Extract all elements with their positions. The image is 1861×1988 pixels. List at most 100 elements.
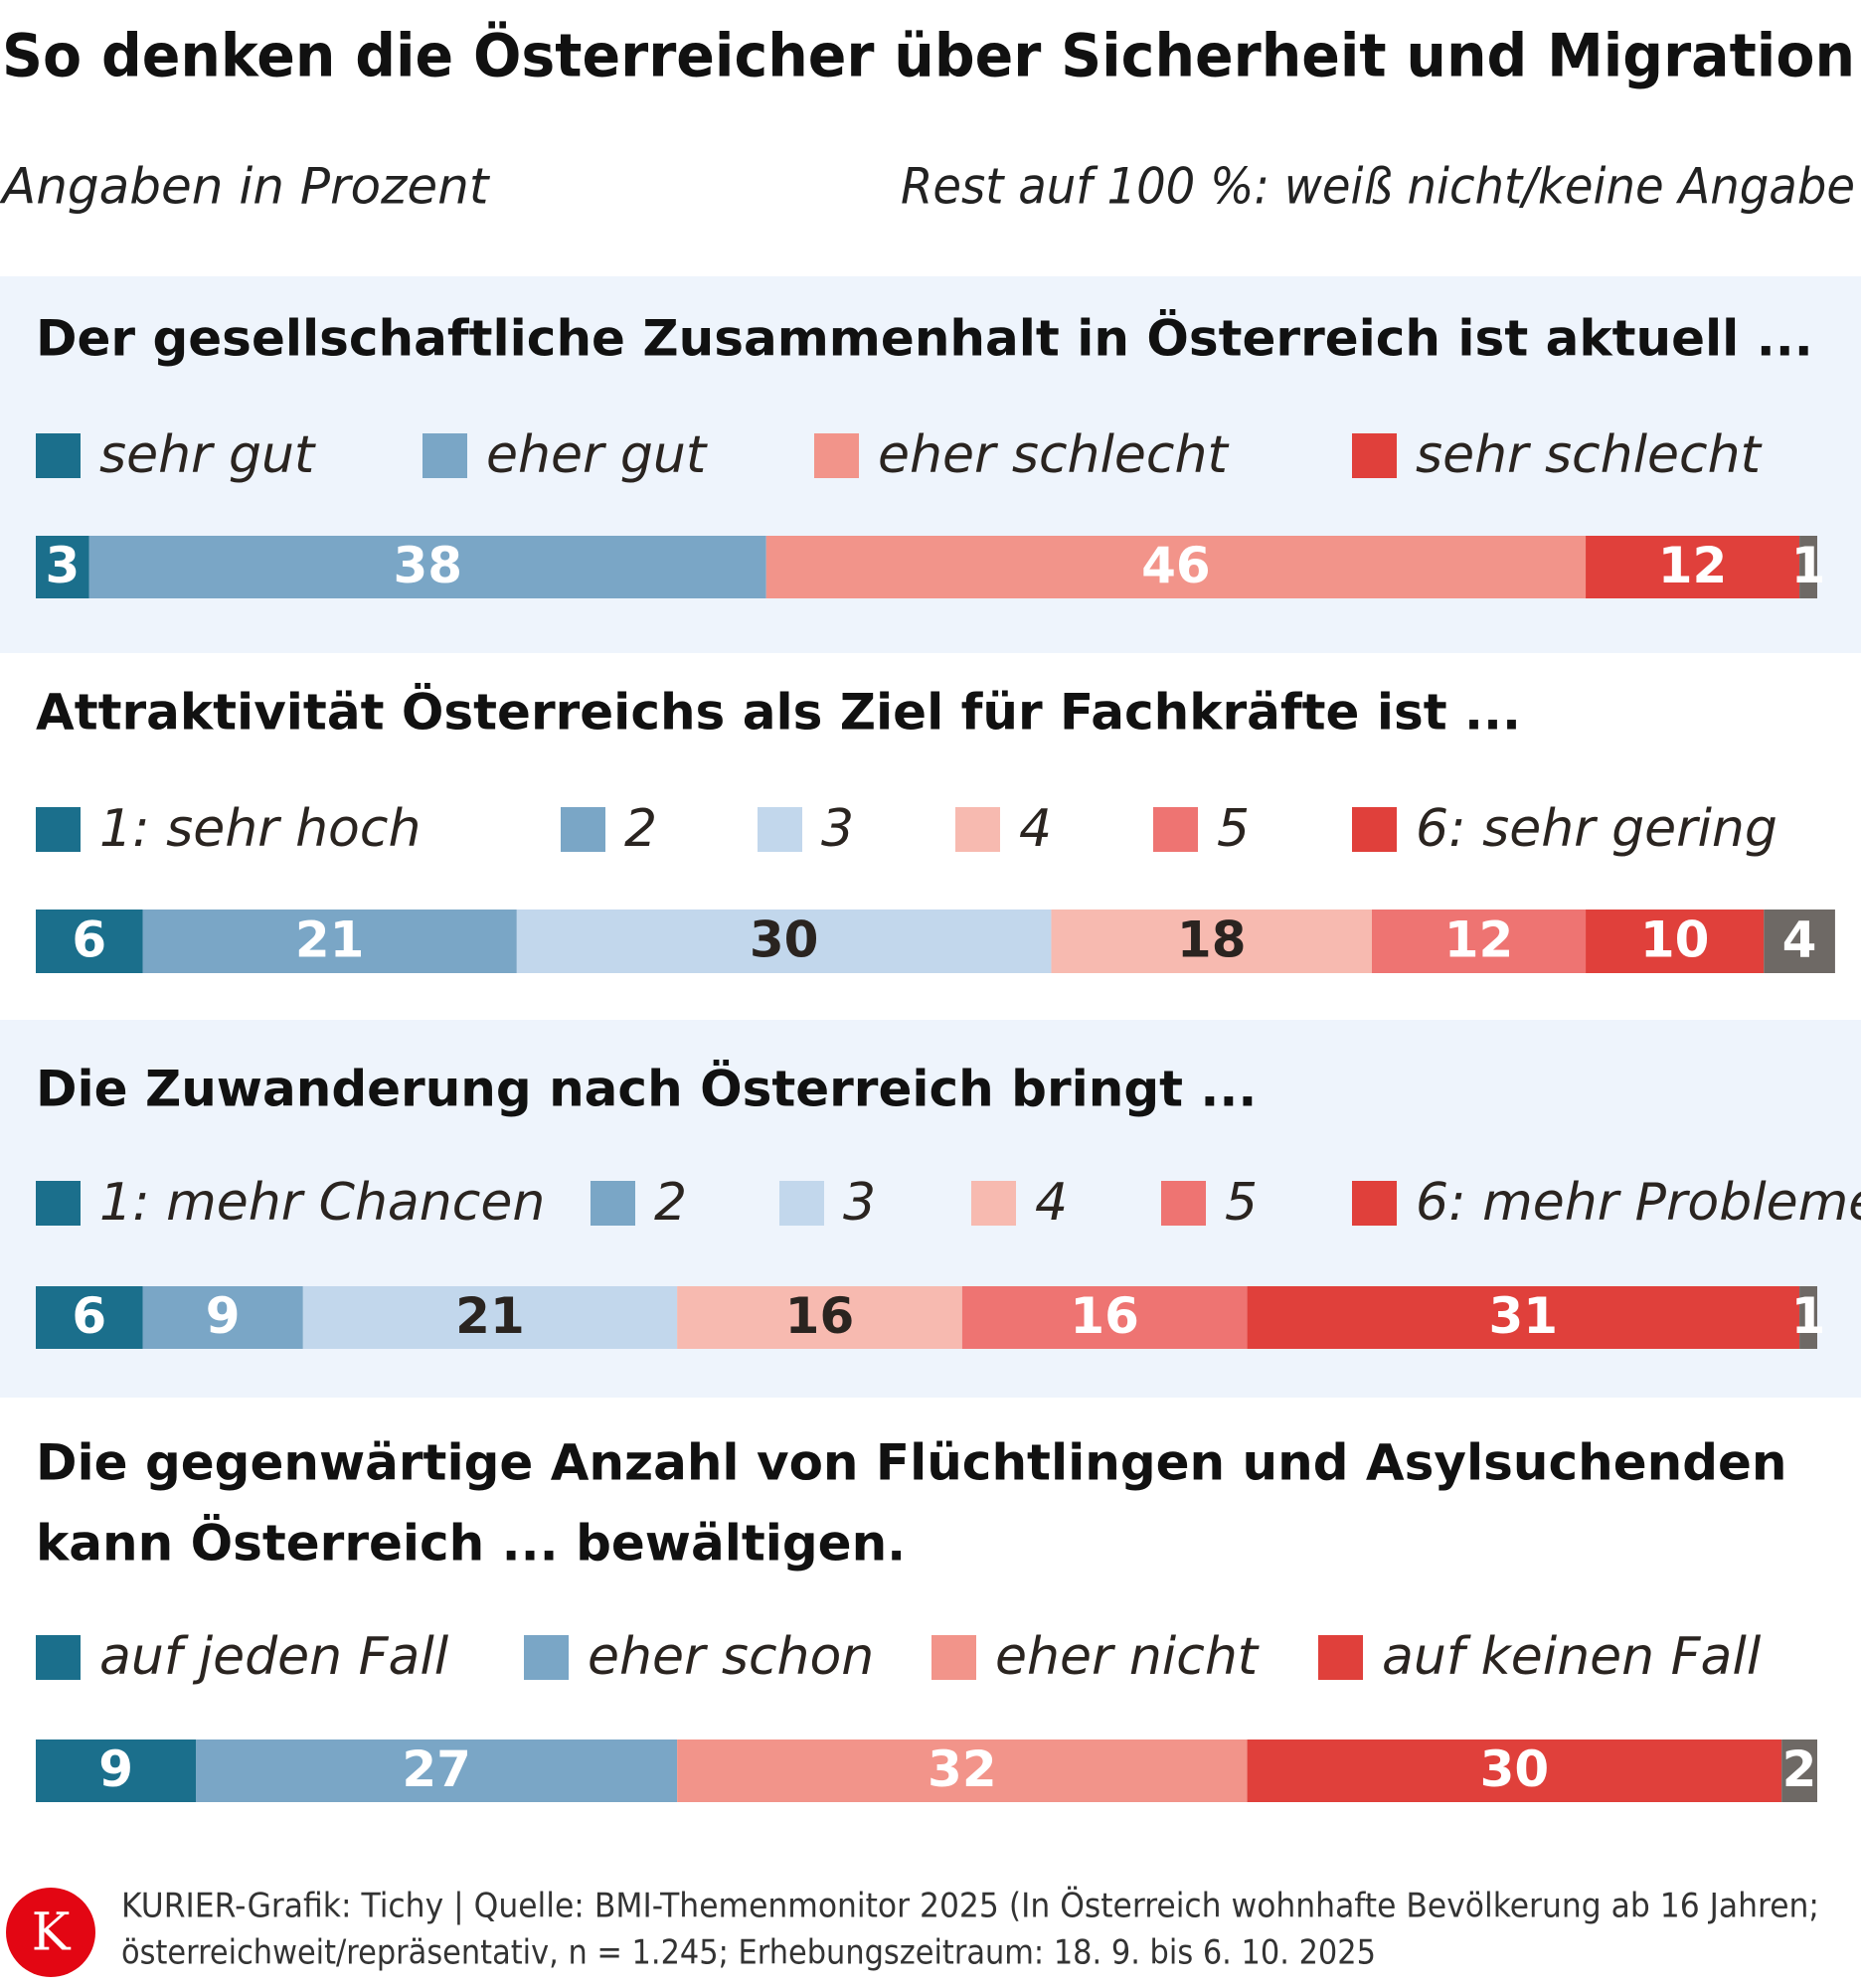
value-label: 12 xyxy=(1658,537,1728,594)
legend-label: 6: mehr Probleme xyxy=(1416,1173,1861,1233)
legend-label: 6: sehr gering xyxy=(1416,799,1777,859)
legend-swatch xyxy=(931,1635,976,1680)
legend-swatch xyxy=(1161,1181,1206,1226)
legend-label: eher schon xyxy=(588,1627,874,1687)
legend-swatch xyxy=(814,433,859,478)
legend-swatch xyxy=(1318,1635,1363,1680)
legend-swatch xyxy=(591,1181,635,1226)
logo xyxy=(6,1888,95,1977)
subtitle: Angaben in Prozent xyxy=(0,158,491,216)
legend-label: 2 xyxy=(654,1173,687,1233)
value-label: 9 xyxy=(98,1740,133,1798)
bar-segment xyxy=(1799,536,1817,598)
bar-segment xyxy=(302,1286,678,1349)
legend-label: 5 xyxy=(1217,799,1250,859)
value-label: 21 xyxy=(295,911,365,969)
source: KURIER-Grafik: Tichy | Quelle: BMI-Theme… xyxy=(121,1886,1819,1926)
legend-swatch xyxy=(561,807,605,852)
legend-swatch xyxy=(779,1181,824,1226)
value-label: 9 xyxy=(206,1287,241,1345)
legend-swatch xyxy=(1352,1181,1397,1226)
question: Die gegenwärtige Anzahl von Flüchtlingen… xyxy=(36,1434,1787,1492)
bar-segment xyxy=(36,910,143,973)
bar-segment xyxy=(677,1286,962,1349)
bar-segment xyxy=(36,536,89,598)
value-label: 18 xyxy=(1177,911,1247,969)
legend-swatch xyxy=(36,1635,81,1680)
bar-segment xyxy=(36,1740,197,1802)
bar-segment xyxy=(677,1740,1248,1802)
legend-label: eher gut xyxy=(486,425,708,485)
value-label: 6 xyxy=(72,911,106,969)
legend-label: 4 xyxy=(1019,799,1052,859)
value-label: 32 xyxy=(928,1740,997,1798)
question: Die Zuwanderung nach Österreich bringt .… xyxy=(36,1060,1257,1118)
value-label: 16 xyxy=(785,1287,855,1345)
legend-swatch xyxy=(1352,433,1397,478)
value-label: 2 xyxy=(1782,1740,1817,1798)
bar-segment xyxy=(1799,1286,1817,1349)
value-label: 6 xyxy=(72,1287,106,1345)
legend-label: 4 xyxy=(1035,1173,1068,1233)
legend-label: eher schlecht xyxy=(878,425,1229,485)
legend-label: 3 xyxy=(843,1173,876,1233)
legend-label: auf jeden Fall xyxy=(99,1627,449,1687)
logo-text: K xyxy=(32,1904,72,1963)
value-label: 38 xyxy=(393,537,462,594)
value-label: 12 xyxy=(1444,911,1514,969)
legend-swatch xyxy=(36,433,81,478)
bar-segment xyxy=(142,1286,303,1349)
bar-segment xyxy=(36,1286,143,1349)
value-label: 10 xyxy=(1640,911,1710,969)
legend-swatch xyxy=(423,433,467,478)
value-label: 3 xyxy=(45,537,80,594)
bar-segment xyxy=(516,910,1052,973)
bar-segment xyxy=(88,536,766,598)
question: kann Österreich ... bewältigen. xyxy=(36,1514,906,1573)
legend-swatch xyxy=(971,1181,1016,1226)
legend-label: 2 xyxy=(624,799,657,859)
bar-segment xyxy=(196,1740,678,1802)
question: Attraktivität Österreichs als Ziel für F… xyxy=(36,683,1521,742)
legend-swatch xyxy=(36,807,81,852)
value-label: 46 xyxy=(1141,537,1211,594)
value-label: 16 xyxy=(1070,1287,1139,1345)
bar-segment xyxy=(1372,910,1587,973)
legend-swatch xyxy=(955,807,1000,852)
title: So denken die Österreicher über Sicherhe… xyxy=(2,21,1855,91)
value-label: 4 xyxy=(1782,911,1817,969)
value-label: 1 xyxy=(1791,1287,1826,1345)
bar-segment xyxy=(1586,536,1800,598)
bar-segment xyxy=(1764,910,1835,973)
note: Rest auf 100 %: weiß nicht/keine Angabe xyxy=(901,158,1855,216)
value-label: 30 xyxy=(1480,1740,1550,1798)
legend-label: 3 xyxy=(821,799,854,859)
legend-label: eher nicht xyxy=(995,1627,1260,1687)
value-label: 27 xyxy=(402,1740,471,1798)
value-label: 21 xyxy=(455,1287,525,1345)
legend-swatch xyxy=(1352,807,1397,852)
value-label: 31 xyxy=(1489,1287,1559,1345)
legend-swatch xyxy=(1153,807,1198,852)
bar-segment xyxy=(1051,910,1372,973)
legend-label: 5 xyxy=(1225,1173,1258,1233)
legend-label: 1: sehr hoch xyxy=(99,799,421,859)
bar-segment xyxy=(142,910,517,973)
legend-label: sehr schlecht xyxy=(1416,425,1763,485)
legend-swatch xyxy=(758,807,802,852)
question: Der gesellschaftliche Zusammenhalt in Ös… xyxy=(36,309,1813,368)
legend-swatch xyxy=(36,1181,81,1226)
value-label: 1 xyxy=(1791,537,1826,594)
legend-swatch xyxy=(524,1635,569,1680)
legend-label: sehr gut xyxy=(99,425,316,485)
bar-segment xyxy=(1586,910,1765,973)
source: österreichweit/repräsentativ, n = 1.245;… xyxy=(121,1933,1376,1973)
bar-segment xyxy=(961,1286,1248,1349)
value-label: 30 xyxy=(750,911,819,969)
bar-segment xyxy=(1247,1286,1800,1349)
bar-segment xyxy=(1781,1740,1817,1802)
legend-label: auf keinen Fall xyxy=(1382,1627,1762,1687)
legend-label: 1: mehr Chancen xyxy=(99,1173,545,1233)
bar-segment xyxy=(765,536,1587,598)
